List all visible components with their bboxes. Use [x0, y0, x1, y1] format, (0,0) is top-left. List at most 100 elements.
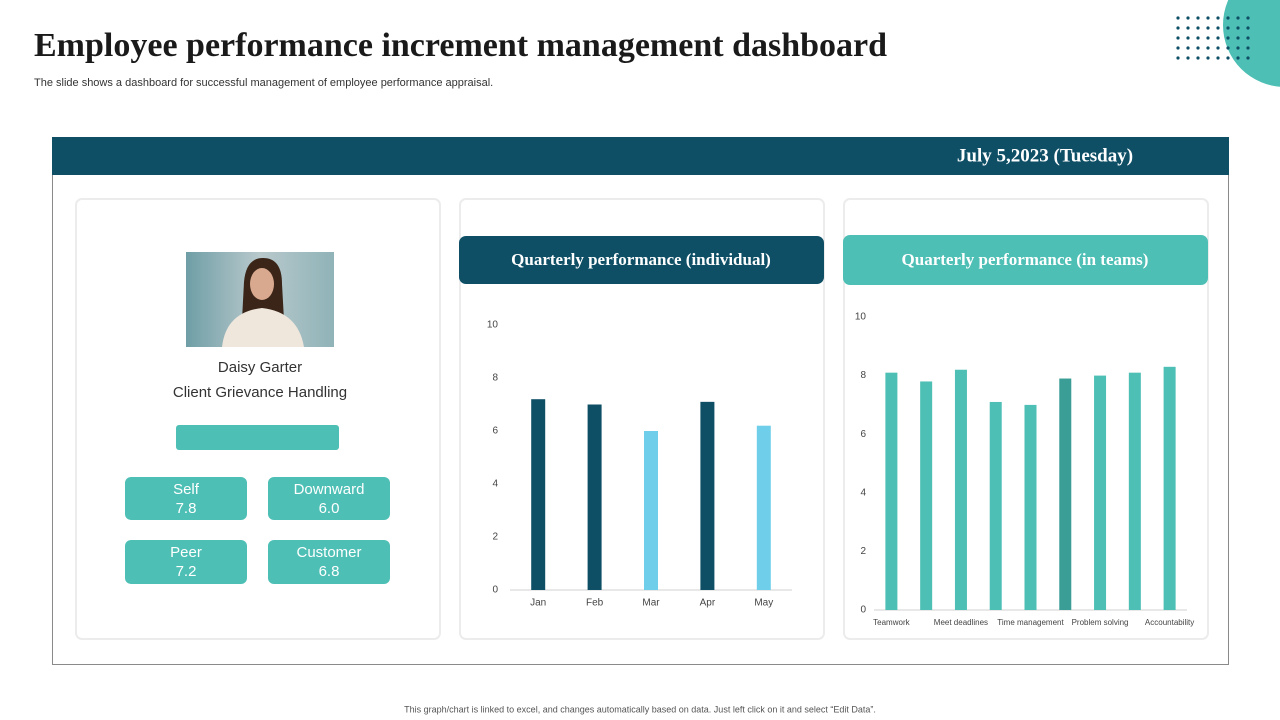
bar: [587, 404, 602, 590]
decor-dot: [1246, 56, 1250, 60]
employee-role: Client Grievance Handling: [173, 384, 347, 401]
decor-dot: [1176, 26, 1180, 30]
bar: [989, 401, 1002, 610]
decor-dot: [1196, 16, 1200, 20]
bar: [1059, 378, 1072, 610]
x-tick-label: Mar: [642, 598, 660, 609]
decor-dot: [1206, 16, 1210, 20]
decor-dot: [1216, 26, 1220, 30]
decor-dot: [1196, 56, 1200, 60]
decor-dot: [1226, 36, 1230, 40]
rating-value: 6.8: [319, 563, 340, 580]
subtitle: The slide shows a dashboard for successf…: [34, 77, 493, 89]
bar: [531, 399, 546, 590]
date-bar: [52, 137, 1229, 175]
x-tick-label: Time management: [997, 618, 1064, 627]
rating-value: 6.0: [319, 500, 340, 517]
profile-card: [75, 198, 441, 640]
x-tick-label: Teamwork: [873, 618, 910, 627]
decor-dot: [1246, 26, 1250, 30]
decor-dot: [1186, 46, 1190, 50]
y-tick-label: 10: [855, 312, 867, 323]
bar: [1163, 366, 1176, 610]
x-tick-label: Accountability: [1145, 618, 1194, 627]
footer: This graph/chart is linked to excel, and…: [404, 704, 876, 714]
decor-dot: [1206, 26, 1210, 30]
date: July 5,2023 (Tuesday): [957, 145, 1133, 166]
decor-dot: [1196, 46, 1200, 50]
x-tick-label: Problem solving: [1072, 618, 1129, 627]
decor-dot: [1176, 16, 1180, 20]
decor-dot: [1216, 56, 1220, 60]
chart-header: [843, 235, 1208, 285]
rating-box: [125, 477, 247, 520]
rating-box: [268, 540, 390, 584]
decor-dot: [1186, 56, 1190, 60]
rating-box: [268, 477, 390, 520]
bar: [1128, 372, 1141, 610]
y-tick-label: 0: [492, 585, 498, 596]
decor-dot: [1206, 46, 1210, 50]
rating-value: 7.8: [176, 500, 197, 517]
bar: [644, 431, 658, 590]
decor-dot: [1196, 26, 1200, 30]
rating-value: 7.2: [176, 563, 197, 580]
rating-label: Self: [173, 481, 200, 498]
title: Employee performance increment managemen…: [34, 27, 887, 64]
decor-dot: [1186, 16, 1190, 20]
decor-dot: [1236, 26, 1240, 30]
decor-dot: [1246, 16, 1250, 20]
y-tick-label: 0: [860, 605, 866, 616]
decor-dot: [1186, 36, 1190, 40]
decor-circle: [1223, 0, 1280, 87]
y-tick-label: 2: [492, 532, 498, 543]
bar: [756, 425, 771, 590]
decor-dot: [1236, 36, 1240, 40]
y-tick-label: 4: [860, 487, 866, 498]
decor-dot: [1226, 56, 1230, 60]
decor-dot: [1216, 36, 1220, 40]
chart-card: [459, 198, 825, 640]
bar: [920, 381, 933, 610]
employee-name: Daisy Garter: [218, 359, 302, 376]
chart-title: Quarterly performance (in teams): [902, 250, 1149, 269]
bar: [1024, 404, 1037, 610]
decor-dot: [1176, 46, 1180, 50]
decor-dots: [1176, 16, 1250, 60]
decor-dot: [1246, 36, 1250, 40]
x-tick-label: Feb: [586, 598, 604, 609]
decor-dot: [1226, 16, 1230, 20]
decor-dot: [1176, 56, 1180, 60]
x-tick-label: Apr: [700, 598, 716, 609]
bar: [954, 369, 967, 610]
rating-label: Peer: [170, 544, 202, 561]
y-tick-label: 10: [487, 320, 499, 331]
x-tick-label: Meet deadlines: [934, 618, 988, 627]
chart-title: Quarterly performance (individual): [511, 250, 771, 269]
decor-dot: [1236, 46, 1240, 50]
y-tick-label: 6: [860, 429, 866, 440]
decor-dot: [1216, 16, 1220, 20]
decor-dot: [1186, 26, 1190, 30]
bar: [1094, 375, 1107, 610]
decor-dot: [1176, 36, 1180, 40]
y-tick-label: 6: [492, 426, 498, 437]
decor-dot: [1246, 46, 1250, 50]
y-tick-label: 8: [492, 373, 498, 384]
decor-dot: [1226, 46, 1230, 50]
decor-dot: [1216, 46, 1220, 50]
decor-dot: [1236, 16, 1240, 20]
bar: [700, 401, 715, 590]
decor-dot: [1226, 26, 1230, 30]
rating-label: Downward: [294, 481, 365, 498]
decor-dot: [1236, 56, 1240, 60]
decor-dot: [1206, 36, 1210, 40]
decor-dot: [1196, 36, 1200, 40]
y-tick-label: 8: [860, 370, 866, 381]
rating-label: Customer: [296, 544, 361, 561]
y-tick-label: 2: [860, 546, 866, 557]
x-tick-label: May: [754, 598, 773, 609]
chart-header: [459, 236, 824, 284]
rating-box: [125, 540, 247, 584]
